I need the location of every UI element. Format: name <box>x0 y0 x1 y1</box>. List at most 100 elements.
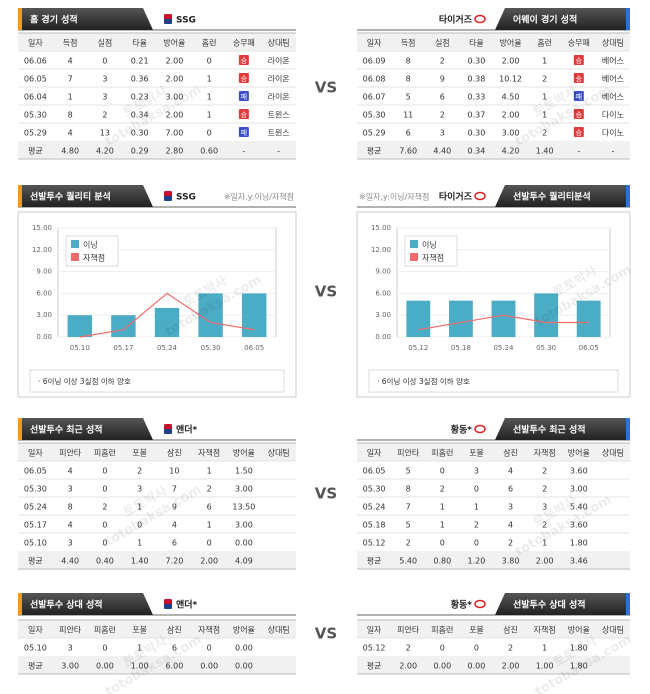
table-cell: 05.30 <box>363 111 386 120</box>
average-cell: - <box>577 147 580 156</box>
column-header: 방어율 <box>233 625 255 635</box>
table-cell: 9 <box>440 75 445 84</box>
team-logo <box>474 14 486 24</box>
team-logo <box>474 599 486 609</box>
average-cell: 3.80 <box>502 557 520 566</box>
average-cell: 0.00 <box>96 662 114 671</box>
table-cell: 0 <box>137 521 142 530</box>
column-header: 피홈런 <box>94 448 116 458</box>
column-header: 상대팀 <box>268 625 290 635</box>
y-tick-label: 0.00 <box>36 333 52 341</box>
table-cell: 1 <box>542 57 547 66</box>
bar <box>534 293 559 337</box>
column-header: 자책점 <box>198 625 220 635</box>
column-header: 방어율 <box>500 38 522 48</box>
section-title: 홈 경기 성적 <box>30 14 78 26</box>
table-cell: 3.00 <box>570 485 588 494</box>
result-badge <box>238 109 249 119</box>
column-header: 피홈런 <box>431 448 453 458</box>
table-cell: 4.50 <box>502 93 520 102</box>
team-name: 앤더* <box>176 424 198 436</box>
average-cell: 1.40 <box>536 147 554 156</box>
average-cell: 0.29 <box>131 147 149 156</box>
table-cell: 5 <box>406 521 411 530</box>
table-cell: 7.00 <box>165 129 183 138</box>
table-cell: 3.60 <box>570 467 588 476</box>
table-cell: 6 <box>207 503 212 512</box>
table-cell: 1 <box>207 111 212 120</box>
table-cell: 라이온 <box>268 56 290 66</box>
table-cell: 트윈스 <box>268 129 290 138</box>
table-cell: 0 <box>207 57 212 66</box>
x-tick-label: 05.30 <box>201 344 221 352</box>
y-tick-label: 9.00 <box>375 268 391 276</box>
result: 승 <box>576 75 583 83</box>
table-cell: 0.21 <box>131 57 149 66</box>
average-row <box>18 141 296 159</box>
y-tick-label: 9.00 <box>36 268 52 276</box>
table-cell: 3 <box>474 467 479 476</box>
table-cell: 05.12 <box>363 644 386 653</box>
table-cell: 0.30 <box>468 129 486 138</box>
table-cell: 2 <box>406 644 411 653</box>
table-cell: 2 <box>542 521 547 530</box>
table-cell: 베어스 <box>602 74 624 84</box>
column-header: 실점 <box>435 38 450 48</box>
table-cell: 0 <box>440 644 445 653</box>
table-cell: 06.09 <box>363 57 386 66</box>
table-cell: 2 <box>542 129 547 138</box>
average-cell: 0.00 <box>235 662 253 671</box>
table-cell: 2 <box>508 539 513 548</box>
column-header: 자책점 <box>534 625 556 635</box>
average-cell: 3.00 <box>61 662 79 671</box>
legend-swatch <box>410 253 418 261</box>
result-badge <box>573 73 584 83</box>
table-cell: 4 <box>68 129 73 138</box>
axis-note: ※일자,y:이닝/자책점 <box>359 192 429 202</box>
result-badge <box>573 91 584 101</box>
table-cell: 3.60 <box>570 521 588 530</box>
table-cell: 8 <box>406 57 411 66</box>
column-header: 피홈런 <box>94 625 116 635</box>
column-header: 득점 <box>401 38 416 48</box>
table-cell: 0.00 <box>235 644 253 653</box>
table-cell: 0 <box>207 644 212 653</box>
table-cell: 8 <box>68 503 73 512</box>
table-cell: 2 <box>102 503 107 512</box>
average-cell: 0.00 <box>468 662 486 671</box>
table-cell: 0 <box>102 539 107 548</box>
table-cell: 트윈스 <box>268 111 290 120</box>
x-tick-label: 05.24 <box>493 344 514 352</box>
header-tab <box>18 418 153 440</box>
column-header: 승무패 <box>233 38 255 48</box>
bar <box>576 300 601 337</box>
column-header: 피안타 <box>397 625 420 635</box>
column-header: 자책점 <box>534 448 556 458</box>
team-logo <box>164 19 172 24</box>
column-header: 상대팀 <box>602 625 624 635</box>
average-cell: 1.00 <box>131 662 149 671</box>
bar <box>491 300 516 337</box>
average-cell: - <box>277 147 280 156</box>
table-cell: 1 <box>68 93 73 102</box>
column-header: 일자 <box>367 626 382 635</box>
table-cell: 10.12 <box>499 75 522 84</box>
table-cell: 0 <box>207 129 212 138</box>
y-tick-label: 3.00 <box>375 311 391 319</box>
table-cell: 1 <box>137 539 142 548</box>
table-cell: 6 <box>172 644 177 653</box>
table-cell: 베어스 <box>602 56 624 66</box>
team-name: 앤더* <box>176 599 198 611</box>
column-header: 자책점 <box>198 448 220 458</box>
column-header: 홈런 <box>202 38 217 48</box>
x-tick-label: 05.24 <box>157 344 178 352</box>
team-logo <box>474 191 486 201</box>
result-badge <box>573 109 584 119</box>
header-accent <box>18 418 22 440</box>
table-cell: 2 <box>207 485 212 494</box>
column-header: 일자 <box>367 449 382 458</box>
table-header-row <box>357 33 630 51</box>
average-cell: 4.40 <box>61 557 79 566</box>
column-header: 타율 <box>469 39 484 48</box>
table-cell: 1 <box>137 644 142 653</box>
